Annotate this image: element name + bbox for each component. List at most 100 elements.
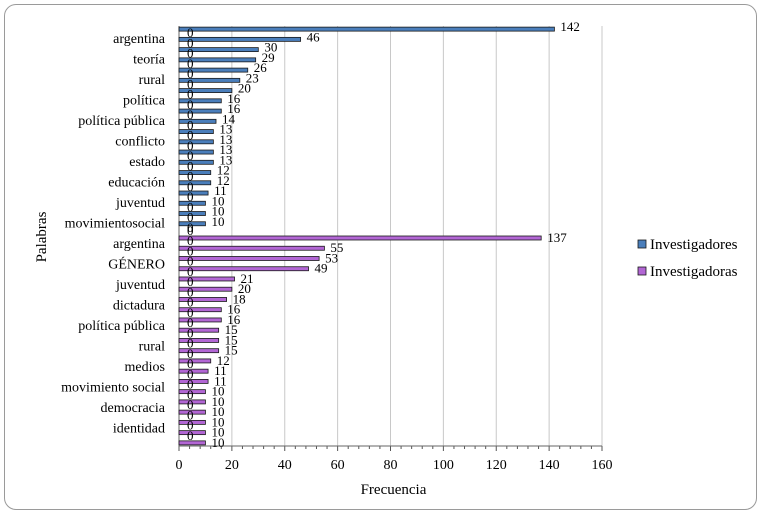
data-label-zero: 0: [187, 315, 194, 330]
data-label: 53: [325, 250, 338, 265]
y-category-label: teoría: [133, 53, 166, 68]
bar-investigadores: [178, 108, 222, 114]
y-category-label: dictadura: [113, 299, 166, 314]
bar-investigadores: [178, 118, 217, 124]
bar-investigadoras: [178, 307, 222, 313]
data-label: 55: [330, 240, 343, 255]
data-label-zero: 0: [187, 418, 194, 433]
data-label: 10: [211, 214, 224, 229]
data-label-zero: 0: [187, 138, 194, 153]
bar-investigadores: [178, 67, 249, 73]
data-label: 11: [214, 373, 227, 388]
bar-investigadoras: [178, 389, 206, 395]
bar-investigadores: [178, 88, 233, 93]
legend-label-investigadoras: Investigadoras: [650, 264, 738, 280]
bar-investigadoras: [178, 440, 206, 446]
data-label: 10: [211, 435, 224, 450]
data-label-zero: 0: [187, 346, 194, 361]
x-tick-label: 20: [225, 458, 239, 473]
data-label-zero: 0: [187, 264, 194, 279]
data-label-zero: 0: [187, 305, 194, 320]
data-label-zero: 0: [187, 76, 194, 91]
bar-investigadoras: [178, 430, 206, 436]
y-category-label: juventud: [115, 278, 165, 293]
data-label: 29: [262, 50, 275, 65]
data-label-zero: 0: [187, 210, 194, 225]
y-category-label: conflicto: [115, 135, 165, 150]
data-label-zero: 0: [187, 25, 194, 40]
data-label-zero: 0: [187, 377, 194, 392]
data-label: 10: [211, 193, 224, 208]
data-label-zero: 0: [187, 428, 194, 443]
bar-investigadores: [178, 149, 214, 155]
data-label: 10: [211, 414, 224, 429]
y-category-label: política pública: [78, 114, 165, 129]
data-label-zero: 0: [187, 284, 194, 299]
y-category-label: argentina: [113, 32, 166, 47]
data-label-zero: 0: [187, 397, 194, 412]
data-label-zero: 0: [187, 336, 194, 351]
y-category-label: medios: [125, 360, 165, 375]
y-category-label: estado: [129, 155, 165, 170]
y-category-label: política: [123, 94, 166, 109]
chart-frame: 0 20 40 60 80 100 120 140 160 142 0 46 0 30 0 29 0 26 0 23 0…: [4, 4, 757, 510]
data-label-zero: 0: [187, 66, 194, 81]
legend-swatch-investigadoras: [637, 266, 647, 276]
data-label-zero: 0: [187, 107, 194, 122]
y-category-label: juventud: [115, 196, 165, 211]
x-tick-label: 160: [592, 458, 613, 473]
data-label-zero: 0: [187, 325, 194, 340]
data-label: 13: [219, 122, 232, 137]
data-label-zero: 0: [187, 356, 194, 371]
bar-investigadoras: [178, 256, 320, 261]
x-axis-title: Frecuencia: [361, 482, 427, 498]
y-category-label: movimiento social: [61, 381, 165, 396]
data-label: 10: [211, 404, 224, 419]
bar-investigadoras: [178, 379, 209, 384]
data-label-zero: 0: [187, 233, 194, 248]
bar-investigadores: [178, 200, 206, 206]
bar-investigadoras: [178, 368, 209, 374]
bar-investigadoras: [178, 317, 222, 323]
data-label: 15: [225, 343, 238, 358]
data-label-zero: 0: [187, 407, 194, 422]
bar-investigadoras: [178, 399, 206, 405]
data-label-zero: 0: [187, 366, 194, 381]
data-label-zero: 0: [187, 223, 194, 238]
data-label: 16: [227, 302, 241, 317]
y-category-label: argentina: [113, 237, 166, 252]
x-tick-label: 40: [278, 458, 292, 473]
y-category-label: política pública: [78, 319, 165, 334]
data-label: 16: [227, 91, 241, 106]
y-category-label: rural: [139, 340, 166, 355]
data-label: 10: [211, 394, 224, 409]
data-label-zero: 0: [187, 199, 194, 214]
legend-label-investigadores: Investigadores: [650, 237, 738, 253]
data-label: 16: [227, 101, 241, 116]
bar-investigadores: [178, 190, 209, 196]
x-tick-label: 120: [486, 458, 507, 473]
data-label: 12: [217, 353, 230, 368]
data-label-zero: 0: [187, 148, 194, 163]
bar-investigadores: [178, 77, 241, 83]
bar-investigadores: [178, 26, 555, 32]
bar-investigadoras: [178, 327, 220, 333]
bar-investigadores: [178, 211, 206, 216]
bar-investigadores: [178, 57, 257, 63]
data-label-zero: 0: [187, 179, 194, 194]
x-tick-label: 0: [176, 458, 183, 473]
y-category-label: democracia: [100, 401, 165, 416]
data-label: 13: [219, 132, 232, 147]
y-category-label: movimientosocial: [65, 217, 165, 232]
data-label-zero: 0: [187, 169, 194, 184]
x-tick-label: 80: [384, 458, 398, 473]
bar-investigadoras: [178, 358, 212, 364]
data-label: 16: [227, 312, 241, 327]
data-label-zero: 0: [187, 243, 194, 258]
bar-investigadoras: [178, 348, 220, 354]
data-label: 14: [222, 111, 236, 126]
data-label: 13: [219, 152, 232, 167]
bar-investigadores: [178, 159, 214, 165]
data-label-zero: 0: [187, 97, 194, 112]
data-label: 20: [238, 81, 251, 96]
